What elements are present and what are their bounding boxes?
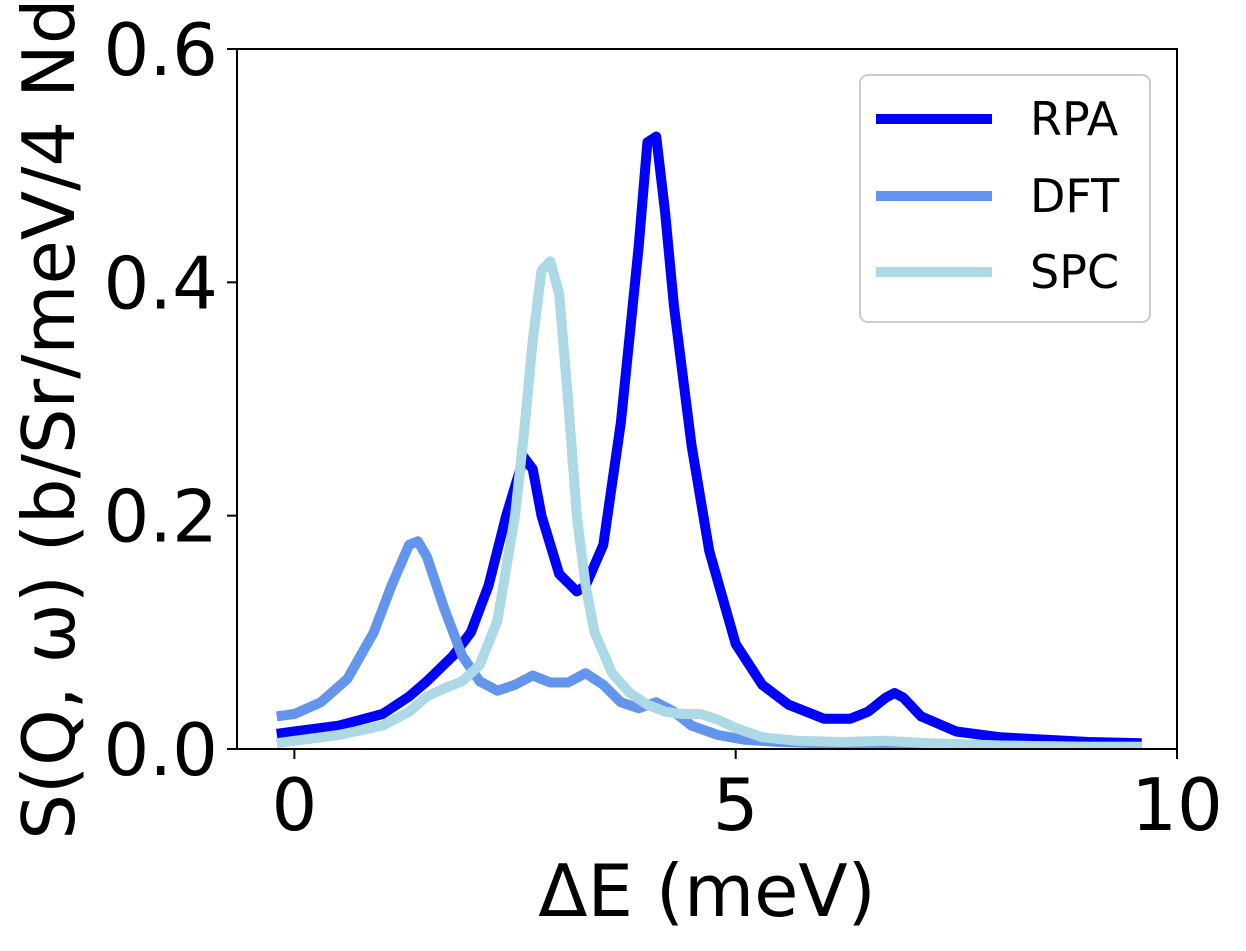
y-axis-ticks: 0.0 0.2 0.4 0.6: [103, 8, 237, 792]
y-tick-label: 0.2: [103, 475, 218, 559]
x-tick-label: 5: [713, 763, 759, 847]
x-axis-ticks: 0 5 10: [271, 749, 1223, 847]
x-axis-label: ΔE (meV): [538, 849, 876, 933]
legend-label-rpa: RPA: [1030, 92, 1119, 146]
y-tick-label: 0.6: [103, 8, 218, 92]
series-layer: [276, 131, 1142, 749]
x-tick-label: 0: [271, 763, 317, 847]
legend: RPA DFT SPC: [859, 74, 1151, 323]
y-tick-label: 0.4: [103, 241, 218, 325]
y-axis-label: S(Q, ω) (b/Sr/meV/4 Nd): [7, 0, 91, 840]
legend-label-dft: DFT: [1030, 169, 1120, 223]
series-line-spc: [276, 256, 1142, 749]
y-tick-label: 0.0: [103, 708, 218, 792]
legend-box: [859, 74, 1151, 323]
legend-label-spc: SPC: [1030, 245, 1119, 299]
plot-frame: [236, 48, 1178, 750]
x-tick-label: 10: [1131, 763, 1223, 847]
